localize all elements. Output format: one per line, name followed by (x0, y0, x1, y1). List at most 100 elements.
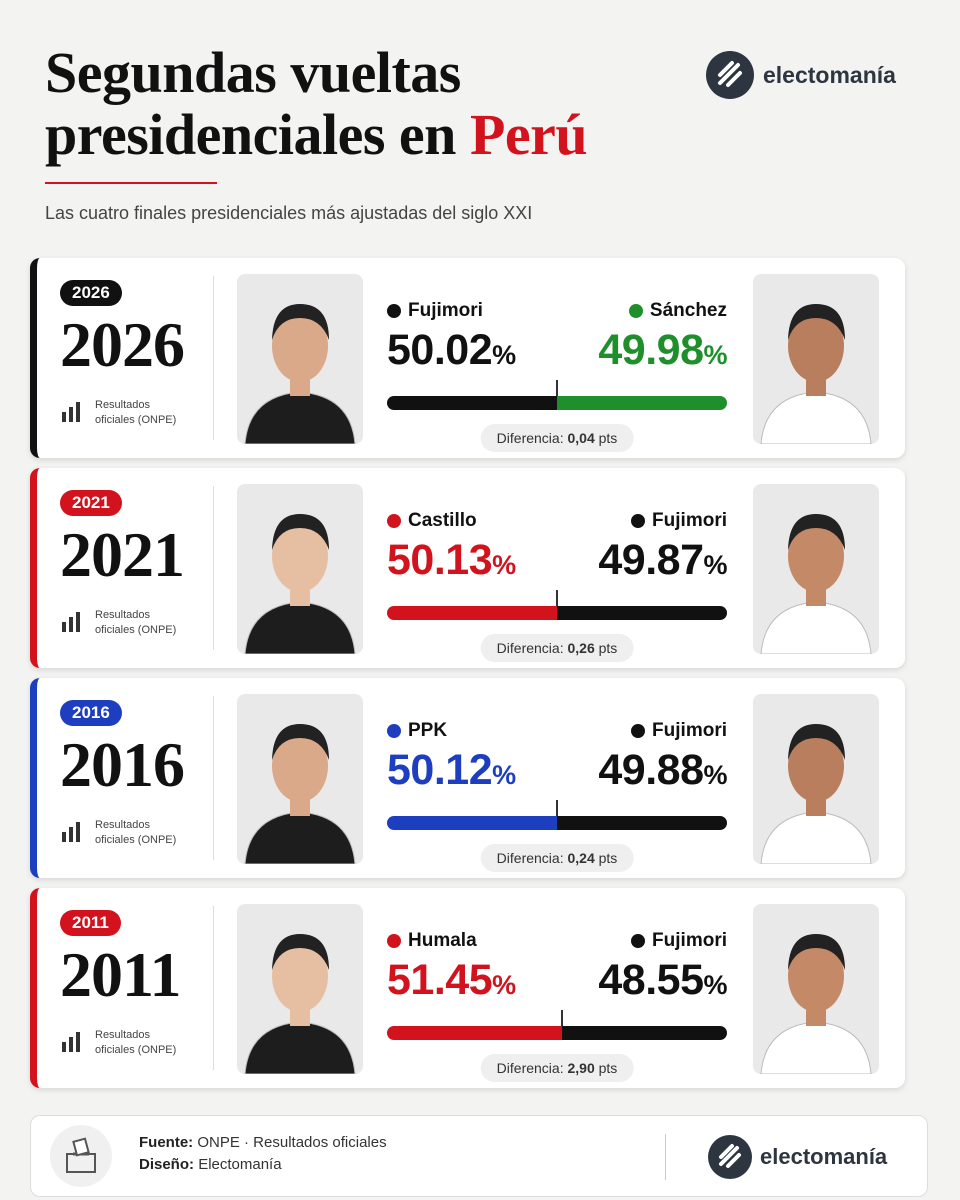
divider (213, 696, 214, 860)
share-unit: % (703, 760, 727, 790)
share-number: 49.88 (598, 746, 704, 794)
source-label: Resultados oficiales (ONPE) (95, 399, 177, 426)
title-line: presidenciales en Perú (45, 104, 588, 166)
legend-dot (387, 724, 401, 738)
year: 2026 (60, 309, 185, 380)
share-unit: % (703, 550, 727, 580)
footer-value: ONPE · Resultados oficiales (197, 1134, 387, 1151)
year-badge: 2021 (60, 490, 122, 516)
split-tick (556, 590, 559, 606)
candidate-photo (237, 484, 363, 654)
difference-value: 2,90 (567, 1060, 595, 1076)
subtitle: Las cuatro finales presidenciales más aj… (45, 203, 533, 223)
brand: electomanía (760, 1144, 888, 1169)
split-tick (556, 380, 559, 396)
difference: Diferencia: 0,24 pts (480, 844, 634, 872)
name-text: Castillo (408, 510, 477, 531)
share-unit: % (492, 550, 516, 580)
election-card: 2021 2021 Resultados oficiales (ONPE) Ca… (30, 468, 905, 668)
name-text: Sánchez (649, 300, 727, 321)
legend-dot (628, 304, 643, 318)
share-number: 51.45 (387, 956, 493, 1004)
vote-share: 50.12% (387, 746, 516, 795)
legend-dot (387, 304, 401, 318)
share-unit: % (703, 970, 727, 1000)
candidate-photo (237, 274, 363, 444)
candidate-name: Fujimori (631, 510, 727, 532)
name-text: Fujimori (652, 720, 727, 741)
candidate-name: Fujimori (631, 930, 727, 952)
footer-source: Fuente: ONPE · Resultados oficiales (139, 1134, 387, 1151)
name-text: Fujimori (408, 300, 483, 321)
candidate-photo (753, 274, 879, 444)
vote-share: 50.13% (387, 536, 516, 585)
source-label: Resultados oficiales (ONPE) (95, 1029, 177, 1056)
title-rule (45, 182, 217, 184)
election-card: 2026 2026 Resultados oficiales (ONPE) Fu… (30, 258, 905, 458)
difference-label: Diferencia: (496, 850, 564, 866)
logo-icon (708, 1135, 752, 1179)
footer-divider (665, 1134, 666, 1180)
share-unit: % (492, 340, 516, 370)
candidate-name: Sánchez (628, 300, 727, 322)
footer-value: Electomanía (198, 1156, 282, 1173)
difference: Diferencia: 2,90 pts (480, 1054, 634, 1082)
difference-value: 0,24 (567, 850, 595, 866)
share-bar (387, 606, 558, 620)
difference-unit: pts (598, 430, 618, 446)
candidate-photo (237, 694, 363, 864)
share-bar (557, 606, 727, 620)
split-tick (560, 1010, 563, 1026)
legend-dot (631, 514, 646, 528)
name-text: Fujimori (652, 930, 727, 951)
title-line: Segundas vueltas (45, 40, 461, 105)
source-label: Resultados oficiales (ONPE) (95, 609, 177, 636)
vote-share: 49.87% (598, 536, 727, 585)
divider (213, 276, 214, 440)
vote-share: 49.88% (598, 746, 727, 795)
footer-label: Diseño: (139, 1156, 195, 1173)
share-number: 48.55 (598, 956, 704, 1004)
share-number: 49.87 (598, 536, 704, 584)
share-number: 50.12 (387, 746, 493, 794)
share-bar (387, 1026, 562, 1040)
share-unit: % (492, 970, 516, 1000)
candidate-name: Fujimori (631, 720, 727, 742)
name-text: Fujimori (652, 510, 727, 531)
legend-dot (631, 934, 646, 948)
difference-value: 0,04 (567, 430, 595, 446)
difference-unit: pts (598, 1060, 618, 1076)
logo-icon (706, 51, 754, 99)
name-text: PPK (408, 720, 448, 741)
year: 2016 (60, 729, 185, 800)
footer-design: Diseño: Electomanía (139, 1156, 282, 1173)
share-number: 50.02 (387, 326, 493, 374)
brand: electomanía (763, 62, 896, 88)
candidate-photo (753, 904, 879, 1074)
vote-share: 51.45% (387, 956, 516, 1005)
title: Segundas vueltas presidenciales en Perú (45, 40, 588, 166)
candidate-photo (753, 694, 879, 864)
footer: Fuente: ONPE · Resultados oficiales Dise… (30, 1115, 928, 1197)
share-bar (557, 816, 727, 830)
year: 2021 (60, 519, 185, 590)
candidate-name: Humala (387, 930, 477, 952)
year-badge: 2016 (60, 700, 122, 726)
candidate-photo (753, 484, 879, 654)
share-number: 50.13 (387, 536, 493, 584)
vote-share: 50.02% (387, 326, 516, 375)
chart-icon (62, 822, 80, 842)
ballot-icon (50, 1125, 112, 1187)
candidate-photo (237, 904, 363, 1074)
year-badge: 2011 (60, 910, 121, 936)
year-badge: 2026 (60, 280, 122, 306)
difference: Diferencia: 0,04 pts (480, 424, 634, 452)
difference-label: Diferencia: (496, 640, 564, 656)
legend-dot (387, 514, 401, 528)
share-bar (557, 396, 727, 410)
divider (213, 906, 214, 1070)
split-tick (556, 800, 559, 816)
vote-share: 49.98% (598, 326, 727, 375)
share-unit: % (492, 760, 516, 790)
